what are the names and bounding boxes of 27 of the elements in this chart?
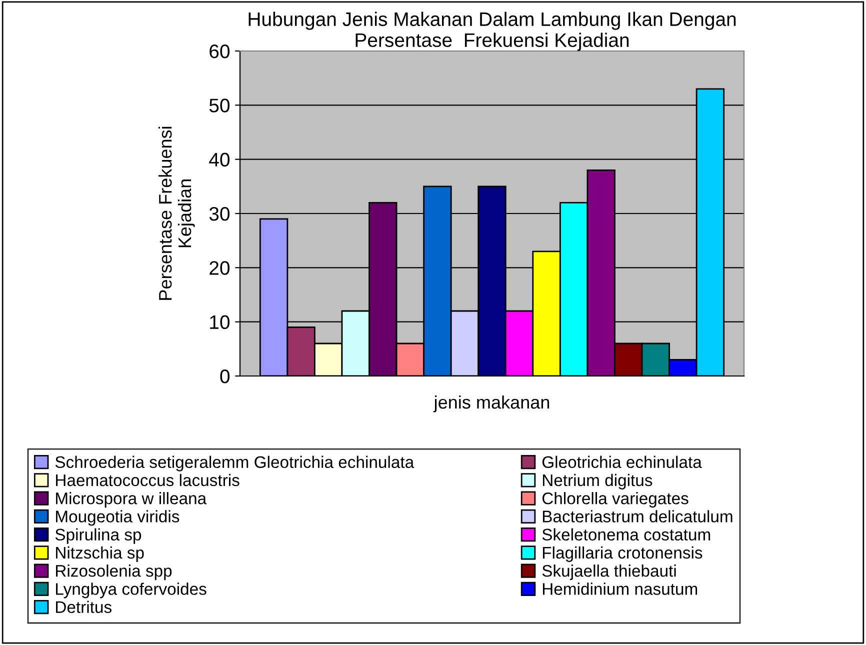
y-tick-label: 50 <box>209 98 230 112</box>
y-tick-label: 40 <box>209 152 230 167</box>
chart-title: Hubungan Jenis Makanan Dalam Lambung Ikan Dengan Persentase Frekuensi Kejadian <box>248 12 736 51</box>
legend-label: Skeletonema costatum <box>542 528 710 541</box>
legend-label: Detritus <box>56 600 112 614</box>
y-tick-label: 10 <box>210 315 230 330</box>
legend-label: Haematococcus lacustris <box>56 474 240 486</box>
legend-label: Nitzschia sp <box>56 546 144 562</box>
legend-label: Chlorella variegates <box>542 492 688 508</box>
y-axis-title: Persentase Frekuensi Kejadian <box>158 126 195 300</box>
legend-label: Mougeotia viridis <box>56 510 180 526</box>
y-tick-label: 20 <box>210 261 230 275</box>
legend-label: Schroederia setigeralemm Gleotrichia echinulata <box>55 456 414 472</box>
y-tick-label: 0 <box>220 369 230 384</box>
y-tick-label: 30 <box>209 206 230 221</box>
legend-label: Bacteriastrum delicatulum <box>542 510 732 522</box>
y-tick-label: 60 <box>210 44 230 58</box>
x-axis-title: jenis makanan <box>433 395 550 412</box>
legend-label: Skujaella thiebauti <box>542 564 676 580</box>
legend-label: Gleotrichia echinulata <box>542 456 702 468</box>
legend-label: Hemidinium nasutum <box>542 582 698 595</box>
legend-label: Flagillaria crotonensis <box>542 546 702 562</box>
legend-label: Rizosolenia spp <box>56 564 172 580</box>
legend-label: Microspora w illeana <box>56 492 207 508</box>
legend-label: Spirulina sp <box>55 528 142 544</box>
legend-label: Lyngbya cofervoides <box>56 582 206 598</box>
legend-label: Netrium digitus <box>542 474 652 490</box>
